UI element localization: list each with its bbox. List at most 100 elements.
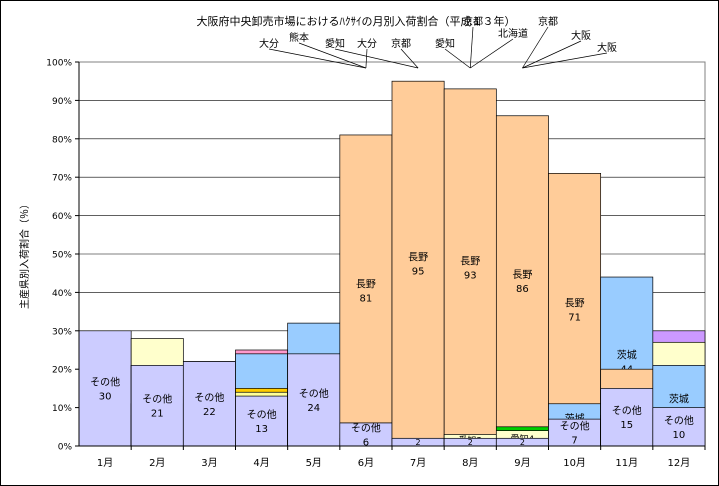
segment-label: その他 bbox=[142, 393, 172, 406]
callout-leader bbox=[522, 26, 549, 69]
callout-label: 京都 bbox=[391, 37, 411, 50]
callout-label: 京都 bbox=[463, 15, 483, 28]
bar-stack: 和歌山30愛知27茨城21岡山8兵庫4その他10 bbox=[652, 330, 706, 447]
segment-value: 2 bbox=[416, 438, 421, 447]
segment-value: 13 bbox=[255, 424, 268, 435]
segment-label: 長野 bbox=[565, 298, 585, 310]
y-tick-label: 50% bbox=[52, 251, 72, 261]
segment-label: 茨城 bbox=[669, 393, 689, 406]
segment-value: 86 bbox=[516, 284, 529, 295]
bar-segment bbox=[130, 365, 184, 447]
segment-label: その他 bbox=[664, 414, 694, 427]
bar-segment bbox=[78, 330, 132, 447]
bar-segment bbox=[235, 395, 289, 447]
segment-value: 93 bbox=[464, 270, 477, 281]
bar-stack: 長野9522 bbox=[391, 80, 445, 447]
segment-value: 21 bbox=[151, 409, 164, 420]
y-tick-label: 20% bbox=[52, 366, 72, 376]
callout-leader bbox=[469, 26, 474, 69]
x-tick-label: 3月 bbox=[201, 457, 217, 469]
segment-label: その他 bbox=[299, 387, 329, 400]
x-tick-label: 4月 bbox=[253, 457, 269, 469]
y-tick-label: 100% bbox=[46, 59, 72, 69]
segment-value: 6 bbox=[363, 437, 369, 448]
segment-label: 長野 bbox=[408, 252, 428, 264]
segment-label: その他 bbox=[351, 421, 381, 434]
callout-label: 愛知 bbox=[325, 37, 345, 50]
y-tick-label: 30% bbox=[52, 327, 72, 337]
bar-stack: 長野86北海道5愛知422 bbox=[495, 115, 549, 447]
segment-label: その他 bbox=[247, 408, 277, 421]
callout-leader bbox=[268, 48, 366, 69]
x-tick-label: 5月 bbox=[306, 457, 322, 469]
bar-segment bbox=[548, 418, 602, 447]
y-tick-label: 0% bbox=[58, 443, 73, 453]
y-tick-label: 70% bbox=[52, 174, 72, 184]
callout-leader bbox=[298, 42, 367, 69]
x-tick-label: 2月 bbox=[149, 457, 165, 469]
segment-value: 30 bbox=[99, 391, 112, 402]
x-tick-label: 6月 bbox=[358, 457, 374, 469]
callout-leader bbox=[334, 48, 419, 69]
segment-value: 81 bbox=[360, 293, 373, 304]
callout-leader bbox=[470, 38, 514, 69]
bar-segment bbox=[652, 407, 706, 447]
callout-leader bbox=[400, 48, 419, 69]
bar-segment bbox=[495, 115, 549, 447]
segment-label: その他 bbox=[560, 420, 590, 433]
callout-label: 大分 bbox=[259, 37, 279, 50]
callout-label: 北海道 bbox=[498, 27, 528, 40]
y-tick-label: 40% bbox=[52, 289, 72, 299]
x-tick-label: 7月 bbox=[410, 457, 426, 469]
segment-label: その他 bbox=[90, 375, 120, 388]
callout-label: 熊本 bbox=[289, 31, 309, 44]
segment-label: 茨城 bbox=[617, 349, 637, 362]
callout-leader bbox=[444, 48, 471, 69]
bar-segment bbox=[339, 134, 393, 447]
bar-segment bbox=[182, 361, 236, 447]
segment-value: 7 bbox=[571, 436, 577, 447]
bar-stack: 長野71茨城11北海道5愛知3大分3その他7 bbox=[548, 173, 602, 447]
segment-value: 2 bbox=[468, 438, 473, 447]
callout-label: 大阪 bbox=[597, 41, 617, 54]
segment-value: 15 bbox=[620, 420, 633, 431]
segment-value: 24 bbox=[307, 403, 320, 414]
segment-label: その他 bbox=[612, 404, 642, 417]
segment-value: 10 bbox=[673, 430, 686, 441]
bar-segment bbox=[391, 80, 445, 447]
segment-label: 長野 bbox=[460, 255, 480, 267]
bar-segment bbox=[443, 88, 497, 447]
callout-leader bbox=[522, 40, 582, 69]
bar-stack: 長崎22兵庫20愛知13福岡12大分11その他22 bbox=[182, 361, 236, 447]
callout-label: 京都 bbox=[538, 15, 558, 28]
y-axis-label: 主産県別入荷割合（％） bbox=[18, 199, 31, 309]
y-tick-label: 60% bbox=[52, 212, 72, 222]
x-tick-label: 11月 bbox=[615, 457, 638, 469]
segment-value: 71 bbox=[568, 313, 581, 324]
bar-stack: 茨城32長野16岡山12和歌山9熊本7その他24 bbox=[287, 322, 341, 447]
callout-leader bbox=[522, 52, 608, 69]
segment-value: 22 bbox=[203, 407, 216, 418]
x-tick-label: 12月 bbox=[668, 457, 691, 469]
x-tick-label: 10月 bbox=[563, 457, 586, 469]
y-tick-label: 80% bbox=[52, 135, 72, 145]
callout-label: 愛知 bbox=[435, 37, 455, 50]
callout-leader bbox=[365, 48, 368, 69]
axes: 0% 10% 20% 30% 40% 50% 60% 70% 80% 90% 100% 1月 2月 3月 4… bbox=[46, 59, 706, 469]
bar-segment bbox=[287, 353, 341, 447]
chart-title: 大阪府中央卸売市場におけるﾊｸｻｲの月別入荷割合（平成１３年） bbox=[197, 14, 516, 28]
segment-value: 2 bbox=[520, 438, 525, 447]
y-tick-label: 10% bbox=[52, 404, 72, 414]
segment-label: 長野 bbox=[512, 269, 532, 281]
bar-stack: 愛知28兵庫21熊本11岡山11福岡8その他21 bbox=[130, 338, 184, 447]
x-tick-label: 1月 bbox=[97, 457, 113, 469]
segment-label: その他 bbox=[194, 391, 224, 404]
bar-stack: 福岡25茨城24熊本15大分14長崎9その他13 bbox=[235, 349, 289, 447]
bar-stack: 茨城44長野20愛知8和歌山7岡山6その他15 bbox=[600, 276, 654, 448]
x-tick-label: 9月 bbox=[514, 457, 530, 469]
x-tick-label: 8月 bbox=[462, 457, 478, 469]
y-tick-label: 90% bbox=[52, 97, 72, 107]
segment-label: 長野 bbox=[356, 278, 376, 290]
